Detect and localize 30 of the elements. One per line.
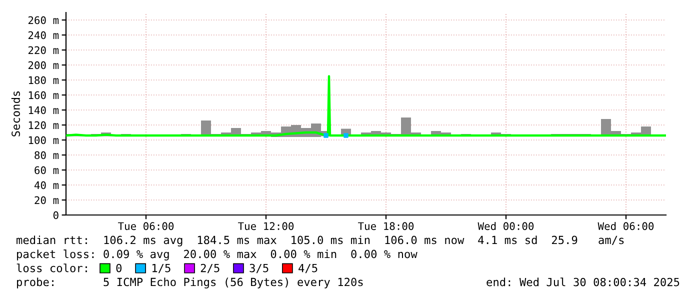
x-tick-label: Tue 12:00 bbox=[238, 222, 294, 230]
y-tick-label: 260 m bbox=[28, 16, 59, 24]
y-tick-label: 180 m bbox=[28, 76, 59, 84]
x-tick-label: Wed 06:00 bbox=[598, 222, 654, 230]
y-tick-label: 120 m bbox=[28, 121, 59, 130]
text: median rtt: 106.2 ms avg 184.5 ms max 105.0 ms min 106.0 ms now 4.1 ms sd 25.9 am/s bbox=[16, 236, 624, 246]
legend-label: 1/5 bbox=[152, 264, 170, 274]
y-tick-label: 160 m bbox=[28, 91, 59, 100]
y-tick-label: 40 m bbox=[34, 181, 59, 190]
x-tick-label: Wed 00:00 bbox=[478, 222, 534, 230]
y-tick-label: 220 m bbox=[28, 46, 59, 54]
x-tick-label: Tue 06:00 bbox=[118, 222, 174, 230]
y-tick-label: 240 m bbox=[28, 31, 59, 40]
legend-label: 0 bbox=[116, 264, 122, 272]
y-tick-label: 60 m bbox=[34, 166, 59, 174]
y-tick-label: 200 m bbox=[28, 61, 59, 70]
legend-label: 2/5 bbox=[200, 264, 220, 274]
text: probe: 5 ICMP Echo Pings (56 Bytes) every 120s bbox=[17, 278, 363, 288]
y-tick-label: 80 m bbox=[34, 151, 59, 160]
y-tick-label: 20 m bbox=[34, 196, 59, 204]
legend-label: 4/5 bbox=[298, 264, 318, 274]
legend-label: 3/5 bbox=[250, 264, 268, 274]
legend-title: loss color: bbox=[16, 264, 87, 272]
x-tick-label: Tue 18:00 bbox=[358, 222, 414, 230]
y-tick-label: 0 bbox=[53, 211, 58, 220]
text: end: Wed Jul 30 08:00:34 2025 bbox=[486, 278, 680, 286]
text: packet loss: 0.09 % avg 20.00 % max 0.00 % min 0.00 % now bbox=[17, 250, 418, 260]
y-tick-label: 100 m bbox=[28, 136, 59, 144]
y-tick-label: 140 m bbox=[28, 106, 59, 114]
y-axis-title: Seconds bbox=[11, 91, 20, 136]
